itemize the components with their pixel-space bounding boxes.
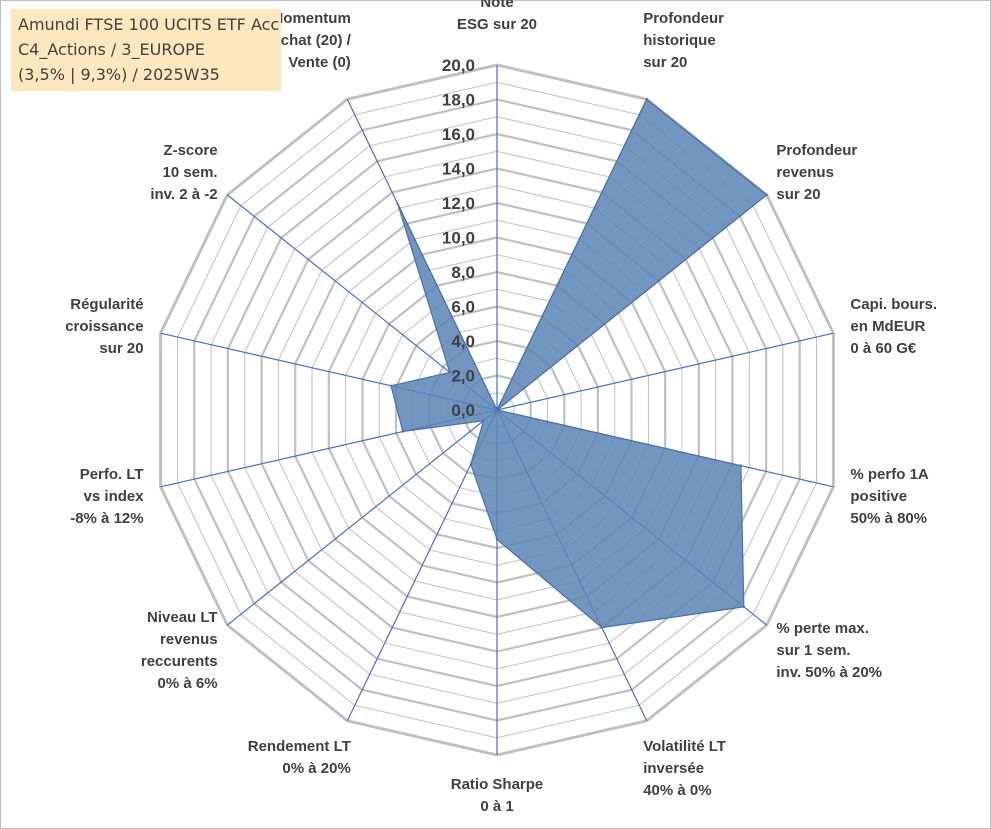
radar-series (389, 98, 768, 629)
r-tick-label: 12,0 (442, 194, 475, 213)
axis-label: Perfo. LT vs index -8% à 12% (70, 466, 144, 527)
axis-label-line: 0% à 20% (282, 760, 350, 777)
radar-spoke (226, 409, 498, 626)
axis-label-line: Profondeur (643, 10, 724, 27)
axis-label-line: Perfo. LT (80, 466, 144, 483)
axis-label: Niveau LT revenus reccurents 0% à 6% (141, 609, 218, 692)
radar-spoke (496, 332, 834, 411)
radar-tick-labels: 0,0 2,0 4,0 6,0 8,0 10,0 12,0 14,0 16,0 18,0 20,0 (442, 56, 475, 420)
axis-label-line: % perfo 1A (850, 466, 929, 483)
data-point (482, 419, 485, 422)
title-line-2: C4_Actions / 3_EUROPE (18, 40, 205, 59)
data-point (448, 371, 451, 374)
axis-label-line: positive (850, 488, 907, 505)
axis-label-line: inversée (643, 760, 704, 777)
axis-label-line: sur 1 sem. (776, 642, 850, 659)
axis-label-line: revenus (160, 631, 218, 648)
axis-label: Note ESG sur 20 (457, 0, 537, 33)
axis-label-line: -8% à 12% (70, 510, 143, 527)
axis-label: Rendement LT 0% à 20% (248, 738, 351, 777)
axis-label-line: Rendement LT (248, 738, 351, 755)
axis-label-line: revenus (776, 164, 834, 181)
axis-label: Profondeur historique sur 20 (643, 10, 724, 71)
axis-label-line: 0 à 60 G€ (850, 340, 917, 357)
axis-label-line: % perte max. (776, 620, 869, 637)
axis-label-line: en MdEUR (850, 318, 925, 335)
axis-label-line: 50% à 80% (850, 510, 927, 527)
axis-label-line: 10 sem. (163, 164, 218, 181)
r-tick-label: 0,0 (451, 401, 475, 420)
axis-label: Z-score 10 sem. inv. 2 à -2 (150, 142, 217, 203)
data-point (765, 193, 768, 197)
axis-label-line: sur 20 (99, 340, 143, 357)
axis-label-line: 0 à 1 (480, 798, 513, 815)
axis-label-line: Note (480, 0, 513, 11)
data-point (739, 464, 743, 467)
axis-label-line: Momentum (271, 10, 351, 27)
axis-label: Ratio Sharpe 0 à 1 (451, 776, 544, 815)
axis-label-line: historique (643, 32, 716, 49)
axis-label-line: 0% à 6% (158, 675, 218, 692)
axis-label-line: Achat (20) / (270, 32, 352, 49)
axis-label-line: Régularité (70, 296, 143, 313)
data-point (600, 626, 603, 629)
axis-label-line: Vente (0) (288, 54, 351, 71)
title-line-3: (3,5% | 9,3%) / 2025W35 (18, 65, 220, 84)
title-line-1: Amundi FTSE 100 UCITS ETF Acc (18, 15, 280, 34)
axis-label-line: vs index (84, 488, 145, 505)
axis-label: Profondeur revenus sur 20 (776, 142, 857, 203)
axis-label-line: Volatilité LT (643, 738, 726, 755)
data-point (469, 463, 472, 466)
axis-label-line: inv. 50% à 20% (776, 664, 882, 681)
axis-label: Volatilité LT inversée 40% à 0% (643, 738, 726, 799)
data-point (389, 384, 393, 387)
r-tick-label: 8,0 (451, 263, 475, 282)
axis-label-line: sur 20 (776, 186, 820, 203)
axis-label-line: ESG sur 20 (457, 16, 537, 33)
r-tick-label: 18,0 (442, 91, 475, 110)
data-point (495, 408, 499, 412)
axis-label: % perfo 1A positive 50% à 80% (850, 466, 929, 527)
radar-axis-labels: Note ESG sur 20 Profondeur historique sur 20… (65, 0, 937, 815)
r-tick-label: 6,0 (451, 298, 475, 317)
r-tick-label: 20,0 (442, 56, 475, 75)
data-point (495, 538, 499, 541)
r-tick-label: 10,0 (442, 229, 475, 248)
axis-label-line: Capi. bours. (850, 296, 937, 313)
axis-label-line: sur 20 (643, 54, 687, 71)
axis-label-line: inv. 2 à -2 (150, 186, 217, 203)
r-tick-label: 4,0 (451, 332, 475, 351)
data-point (396, 202, 399, 205)
data-point (742, 605, 745, 608)
axis-label-line: Ratio Sharpe (451, 776, 544, 793)
axis-label: Régularité croissance sur 20 (65, 296, 143, 357)
axis-label-line: Z-score (163, 142, 217, 159)
r-tick-label: 14,0 (442, 160, 475, 179)
axis-label-line: croissance (65, 318, 143, 335)
axis-label-line: Profondeur (776, 142, 857, 159)
axis-label: Capi. bours. en MdEUR 0 à 60 G€ (850, 296, 937, 357)
axis-label-line: reccurents (141, 653, 218, 670)
axis-label-line: Niveau LT (147, 609, 218, 626)
chart-title-box: Amundi FTSE 100 UCITS ETF Acc C4_Actions… (11, 9, 281, 91)
r-tick-label: 16,0 (442, 125, 475, 144)
axis-label: Momentum Achat (20) / Vente (0) (270, 10, 352, 71)
data-point (645, 98, 648, 101)
axis-label: % perte max. sur 1 sem. inv. 50% à 20% (776, 620, 882, 681)
data-point (401, 430, 404, 433)
axis-label-line: 40% à 0% (643, 782, 711, 799)
r-tick-label: 2,0 (451, 367, 475, 386)
